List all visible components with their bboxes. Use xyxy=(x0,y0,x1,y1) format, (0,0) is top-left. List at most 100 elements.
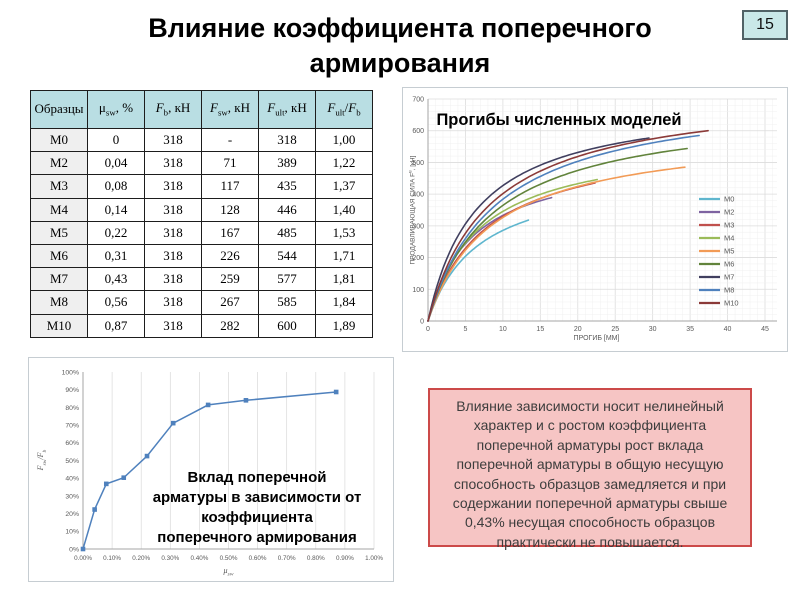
svg-text:0.80%: 0.80% xyxy=(307,555,325,562)
svg-text:200: 200 xyxy=(412,255,424,262)
svg-text:M10: M10 xyxy=(724,299,739,308)
table-cell: 0,43 xyxy=(87,267,145,292)
table-row: M0 0 318-318 1,00 xyxy=(30,127,373,153)
svg-text:90%: 90% xyxy=(65,387,79,394)
table-row: M8 0,56 318 267 585 1,84 xyxy=(30,290,373,315)
table-cell: M5 xyxy=(30,220,88,245)
table-cell: 1,53 xyxy=(315,220,373,245)
svg-text:M8: M8 xyxy=(724,286,734,295)
svg-text:100%: 100% xyxy=(62,369,79,376)
column-header: Fb, кН xyxy=(144,90,202,129)
svg-text:коэффициента: коэффициента xyxy=(201,509,313,526)
table-row: M4 0,14 318 128 446 1,40 xyxy=(30,197,373,222)
svg-text:0.70%: 0.70% xyxy=(278,555,296,562)
table-row: M3 0,08 318 117 435 1,37 xyxy=(30,174,373,199)
svg-text:M7: M7 xyxy=(724,273,734,282)
table-cell: 318 xyxy=(258,127,316,153)
table-cell: 1,22 xyxy=(315,151,373,176)
deflection-chart-plot: 0 5 10 15 20 25 30 35 40 45 0 100 200 300 400 500 600 700… xyxy=(412,97,777,333)
table-cell: 1,40 xyxy=(315,197,373,222)
svg-text:Прогибы численных моделей: Прогибы численных моделей xyxy=(436,111,681,129)
table-row: M10 0,87 318 282 600 1,89 xyxy=(30,313,373,338)
table-row: M2 0,04 318 71 389 1,22 xyxy=(30,151,373,176)
slide-number-badge: 15 xyxy=(742,10,788,40)
table-cell: - xyxy=(201,127,259,153)
svg-text:0.30%: 0.30% xyxy=(161,555,179,562)
svg-text:30: 30 xyxy=(649,326,657,333)
svg-text:арматуры в зависимости от: арматуры в зависимости от xyxy=(153,489,362,506)
table-cell: 1,89 xyxy=(315,313,373,338)
contribution-chart: 0% 10% 20% 30% 40% 50% 60% 70% 80% 90% 100% 0.00% 0.… xyxy=(28,357,394,582)
svg-text:0.60%: 0.60% xyxy=(249,555,267,562)
column-header: Fult/Fb xyxy=(315,90,373,129)
svg-text:25: 25 xyxy=(611,326,619,333)
table-cell: 128 xyxy=(201,197,259,222)
table-cell: 318 xyxy=(144,174,202,199)
table-cell: 1,84 xyxy=(315,290,373,315)
table-cell: 577 xyxy=(258,267,316,292)
svg-text:10: 10 xyxy=(499,326,507,333)
deflection-chart: 0 5 10 15 20 25 30 35 40 45 0 100 200 300 400 500 600 700… xyxy=(402,87,788,352)
page-title: Влияние коэффициента поперечного армиров… xyxy=(0,11,800,81)
table-cell: 446 xyxy=(258,197,316,222)
svg-text:600: 600 xyxy=(412,128,424,135)
svg-text:500: 500 xyxy=(412,160,424,167)
table-cell: 0,08 xyxy=(87,174,145,199)
svg-text:60%: 60% xyxy=(65,440,79,447)
table-cell: 0,04 xyxy=(87,151,145,176)
x-axis-label: ПРОГИБ [ММ] xyxy=(573,335,620,342)
table-cell: 544 xyxy=(258,243,316,269)
svg-text:40%: 40% xyxy=(65,476,79,483)
svg-text:20%: 20% xyxy=(65,511,79,518)
results-table: Образцы μsw, % Fb, кН Fsw, кН Fult, кН Fult/F… xyxy=(30,90,373,338)
svg-text:15: 15 xyxy=(536,326,544,333)
table-cell: 0,22 xyxy=(87,220,145,245)
table-cell: 318 xyxy=(144,151,202,176)
svg-text:поперечного армирования: поперечного армирования xyxy=(157,529,356,546)
table-cell: 259 xyxy=(201,267,259,292)
svg-text:M0: M0 xyxy=(724,195,734,204)
svg-text:M4: M4 xyxy=(724,234,734,243)
conclusion-note: Влияние зависимости носит нелинейный хар… xyxy=(428,388,752,550)
table-cell: 0,31 xyxy=(87,243,145,269)
svg-text:M3: M3 xyxy=(724,221,734,230)
table-cell: M7 xyxy=(30,267,88,292)
svg-text:5: 5 xyxy=(463,326,467,333)
svg-text:20: 20 xyxy=(574,326,582,333)
svg-text:0.40%: 0.40% xyxy=(190,555,208,562)
table-cell: 0,14 xyxy=(87,197,145,222)
column-header: Образцы xyxy=(30,90,88,129)
table-row: M6 0,31 318 226 544 1,71 xyxy=(30,243,373,269)
svg-text:0.90%: 0.90% xyxy=(336,555,354,562)
table-cell: 1,37 xyxy=(315,174,373,199)
svg-text:700: 700 xyxy=(412,97,424,104)
contribution-chart-plot: 0% 10% 20% 30% 40% 50% 60% 70% 80% 90% 100% 0.00% 0.… xyxy=(62,369,384,562)
svg-text:M5: M5 xyxy=(724,247,734,256)
svg-text:0%: 0% xyxy=(69,546,79,553)
svg-text:0: 0 xyxy=(426,326,430,333)
table-cell: 0 xyxy=(87,127,145,153)
table-cell: 435 xyxy=(258,174,316,199)
slide-number: 15 xyxy=(756,16,774,33)
svg-text:70%: 70% xyxy=(65,423,79,430)
page-title-line2: армирования xyxy=(309,48,491,78)
table-cell: 600 xyxy=(258,313,316,338)
x-axis-label: μsw xyxy=(223,566,234,578)
svg-text:400: 400 xyxy=(412,192,424,199)
table-cell: 389 xyxy=(258,151,316,176)
svg-text:0: 0 xyxy=(420,319,424,326)
table-cell: 585 xyxy=(258,290,316,315)
table-cell: M2 xyxy=(30,151,88,176)
table-cell: M10 xyxy=(30,313,88,338)
svg-text:100: 100 xyxy=(412,287,424,294)
table-cell: 318 xyxy=(144,127,202,153)
table-cell: 226 xyxy=(201,243,259,269)
table-cell: M6 xyxy=(30,243,88,269)
table-cell: 117 xyxy=(201,174,259,199)
svg-text:M2: M2 xyxy=(724,208,734,217)
table-cell: M0 xyxy=(30,127,88,153)
svg-text:10%: 10% xyxy=(65,529,79,536)
table-cell: 267 xyxy=(201,290,259,315)
column-header: Fsw, кН xyxy=(201,90,259,129)
